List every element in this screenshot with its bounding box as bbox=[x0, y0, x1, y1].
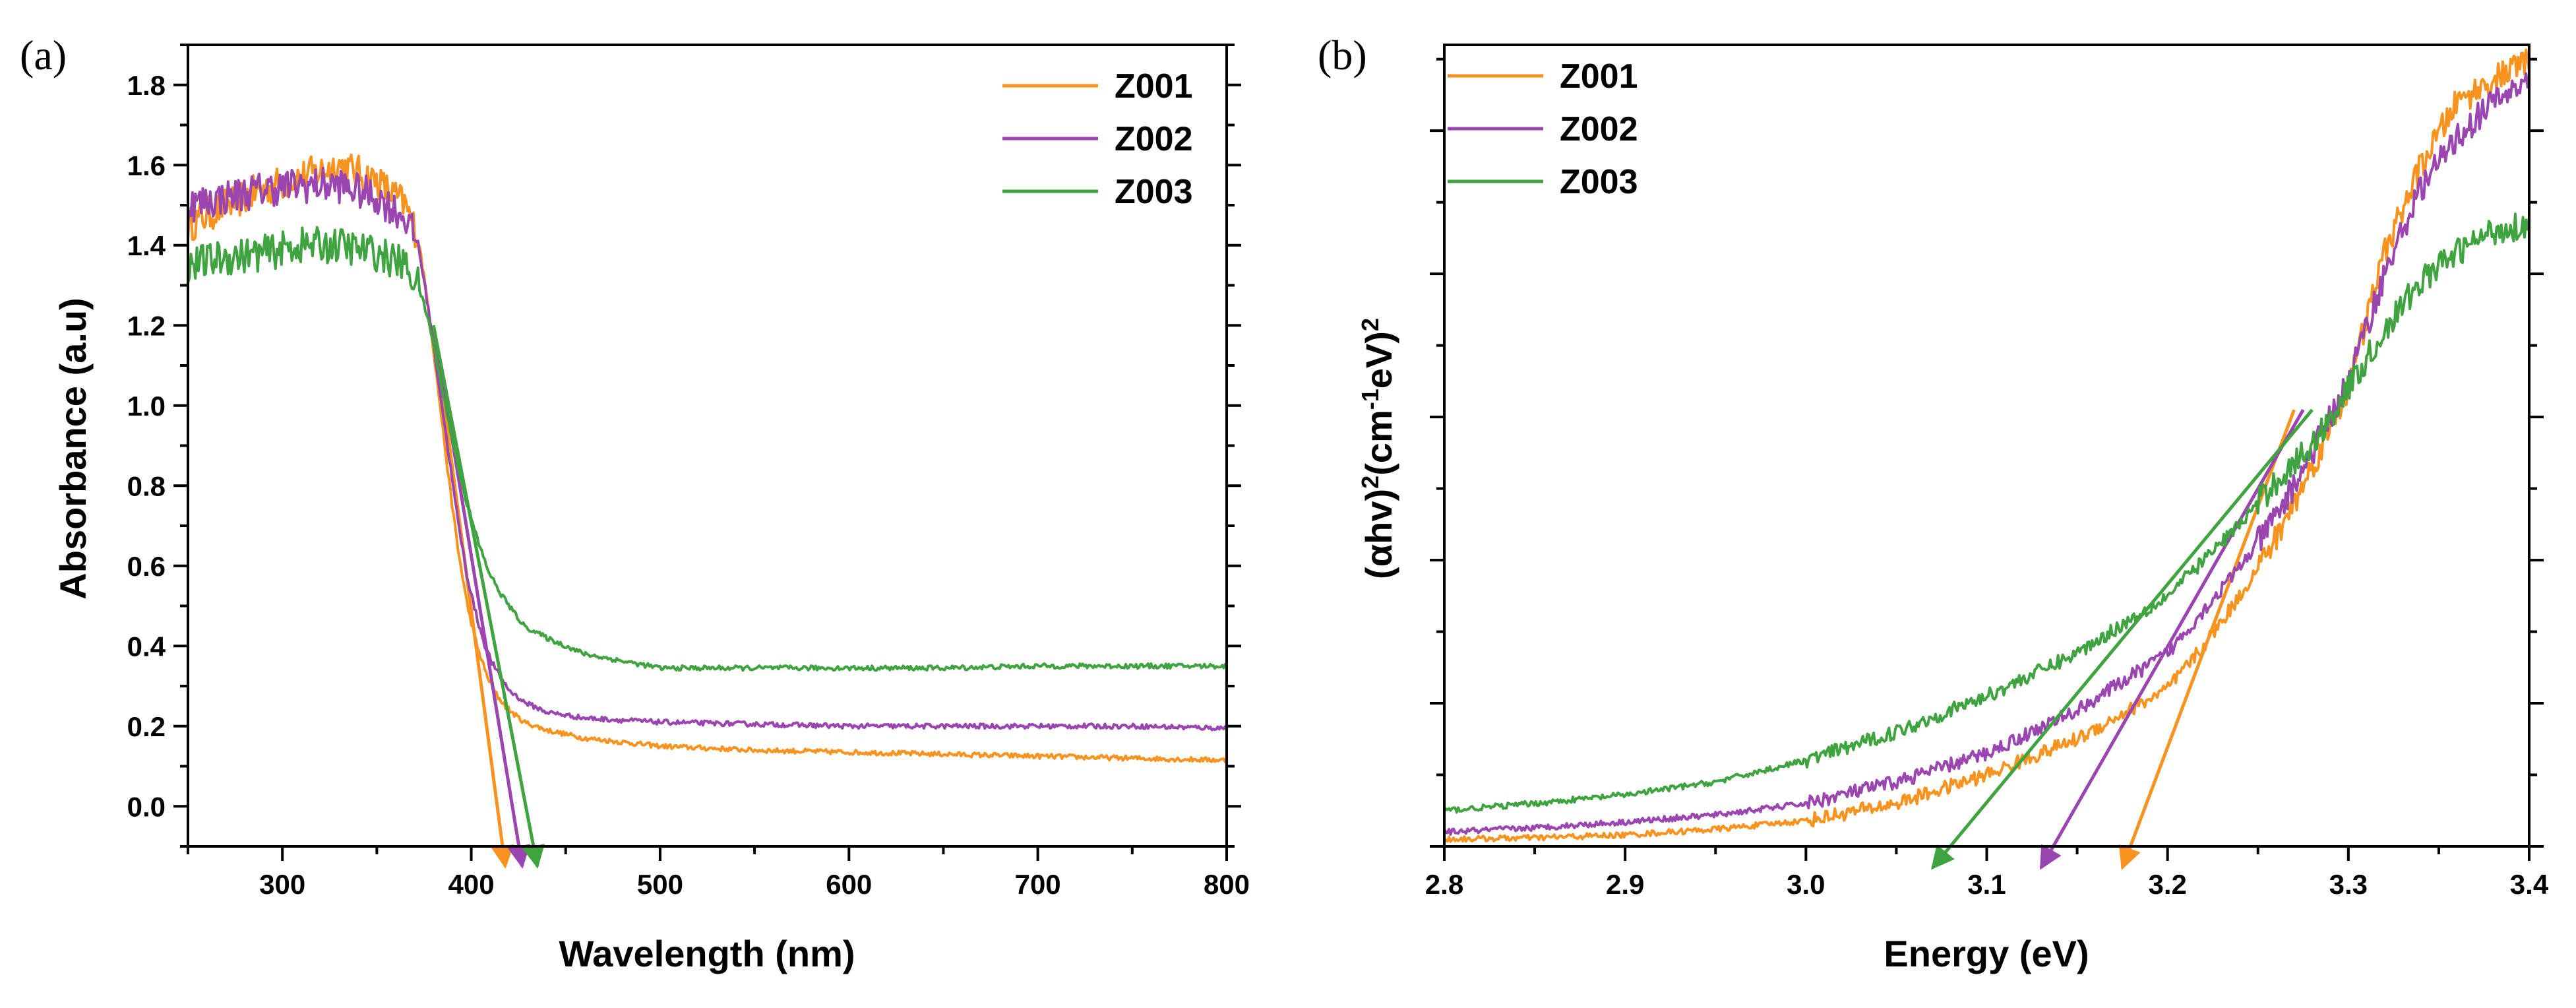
legend-label-z001: Z001 bbox=[1115, 67, 1193, 106]
x-tick-label: 3.4 bbox=[2510, 869, 2549, 900]
y-tick-label: 0.6 bbox=[127, 551, 166, 582]
x-tick-label: 3.3 bbox=[2329, 869, 2368, 900]
x-tick-label: 2.8 bbox=[1425, 869, 1463, 900]
tangent-arrow-z001 bbox=[2118, 409, 2296, 870]
absorbance-series bbox=[187, 153, 1228, 869]
tauc-ticks: 2.8 2.9 3.0 3.1 3.2 3.3 3.4 bbox=[1425, 57, 2549, 900]
y-tick-label: 1.4 bbox=[127, 230, 166, 261]
y-tick-label: 0.8 bbox=[127, 470, 166, 501]
x-tick-label: 800 bbox=[1204, 869, 1250, 900]
absorbance-x-axis-title: Wavelength (nm) bbox=[559, 933, 855, 974]
absorbance-y-axis-title: Absorbance (a.u) bbox=[52, 298, 94, 599]
series-line-z003 bbox=[187, 226, 1227, 672]
tangent-arrow-z003 bbox=[431, 325, 545, 869]
tangent-arrow-z003 bbox=[1931, 408, 2314, 870]
tauc-y-label-exp3: 2 bbox=[1357, 318, 1384, 331]
tauc-series bbox=[1443, 48, 2530, 870]
tauc-y-label-exp2: -1 bbox=[1357, 389, 1384, 410]
absorbance-legend: Z001 Z002 Z003 bbox=[1002, 67, 1193, 211]
y-tick-label: 0.2 bbox=[127, 711, 166, 742]
tauc-y-label-mid: eV) bbox=[1358, 331, 1399, 389]
panel-label-a: (a) bbox=[20, 32, 67, 79]
x-tick-label: 3.2 bbox=[2148, 869, 2186, 900]
tauc-legend: Z001 Z002 Z003 bbox=[1448, 57, 1638, 201]
x-tick-label: 500 bbox=[637, 869, 683, 900]
absorbance-plot-frame bbox=[187, 44, 1228, 848]
series-line-z002 bbox=[187, 166, 1228, 732]
tangent-arrow-z001 bbox=[431, 325, 514, 869]
tauc-y-label-main: (αhv) bbox=[1358, 489, 1399, 579]
legend-label-z002: Z002 bbox=[1560, 110, 1638, 148]
x-tick-label: 300 bbox=[259, 869, 305, 900]
x-tick-label: 700 bbox=[1015, 869, 1061, 900]
tangent-arrow-z002 bbox=[2039, 409, 2305, 870]
legend-label-z001: Z001 bbox=[1560, 57, 1638, 96]
tauc-y-axis-title: (αhv)2(cm-1eV)2 bbox=[1357, 318, 1399, 579]
y-tick-label: 1.0 bbox=[127, 391, 166, 422]
legend-label-z003: Z003 bbox=[1560, 163, 1638, 201]
x-tick-label: 600 bbox=[826, 869, 872, 900]
tauc-plot-chart: (b) 2.8 2.9 3.0 3.1 3.2 3.3 3.4 Energy (eV) (α… bbox=[1318, 32, 2549, 974]
x-tick-label: 2.9 bbox=[1606, 869, 1644, 900]
y-tick-label: 1.8 bbox=[127, 70, 166, 101]
tauc-y-label-units: (cm bbox=[1358, 410, 1399, 476]
x-tick-label: 3.0 bbox=[1787, 869, 1825, 900]
tauc-y-label-exp1: 2 bbox=[1357, 476, 1384, 489]
panel-label-b: (b) bbox=[1318, 32, 1367, 79]
legend-label-z002: Z002 bbox=[1115, 120, 1193, 158]
y-tick-label: 0.4 bbox=[127, 631, 166, 662]
tauc-plot-frame bbox=[1443, 44, 2530, 848]
series-line-z001 bbox=[187, 153, 1228, 763]
x-tick-label: 3.1 bbox=[1967, 869, 2006, 900]
tauc-x-axis-title: Energy (eV) bbox=[1884, 933, 2089, 974]
x-tick-label: 400 bbox=[448, 869, 495, 900]
y-tick-label: 0.0 bbox=[127, 791, 166, 822]
y-tick-label: 1.2 bbox=[127, 310, 166, 341]
y-tick-label: 1.6 bbox=[127, 150, 166, 181]
absorbance-chart: (a) 300 400 500 600 700 800 0.0 0.2 0.4 0.6 0.8 1.0… bbox=[20, 32, 1250, 974]
legend-label-z003: Z003 bbox=[1115, 173, 1193, 211]
absorbance-ticks: 300 400 500 600 700 800 0.0 0.2 0.4 0.6 0.8 1.0 1.2 1… bbox=[127, 44, 1250, 900]
series-line-z003 bbox=[1443, 212, 2530, 814]
